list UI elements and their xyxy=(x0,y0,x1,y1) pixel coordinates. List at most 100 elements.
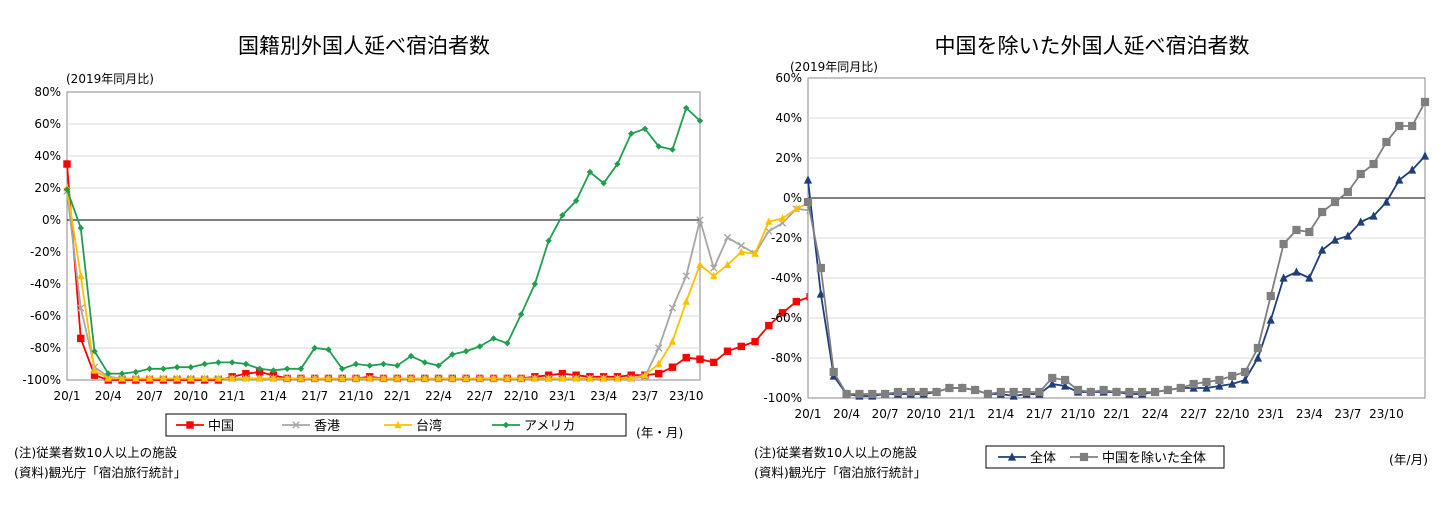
data-point xyxy=(1266,315,1275,324)
data-point xyxy=(627,374,635,382)
data-point xyxy=(669,146,676,153)
data-point xyxy=(778,214,787,222)
data-point xyxy=(352,374,360,382)
data-point xyxy=(816,289,825,298)
x-tick-label: 20/1 xyxy=(795,407,822,421)
data-point xyxy=(393,374,401,382)
data-point xyxy=(448,374,457,382)
data-point xyxy=(325,346,332,353)
data-point xyxy=(765,217,773,225)
data-point xyxy=(803,197,813,207)
x-tick-label: 20/10 xyxy=(174,389,209,403)
data-point xyxy=(696,355,704,363)
data-point xyxy=(1292,267,1301,276)
line-chart-excluding-china: 60% 40% 20% 0% -20% -40% -60% -80% -100% 20/1 20/4… xyxy=(763,71,1430,469)
legend-label: 中国を除いた全体 xyxy=(1102,450,1206,466)
data-point xyxy=(614,160,621,168)
data-point xyxy=(586,374,594,382)
data-point xyxy=(1163,385,1173,395)
y-tick-label: -60% xyxy=(30,309,61,323)
data-point xyxy=(242,360,250,368)
data-point xyxy=(945,383,954,393)
data-point xyxy=(145,374,154,382)
data-point xyxy=(906,387,915,397)
data-point xyxy=(682,272,690,280)
data-point xyxy=(352,360,360,368)
data-point xyxy=(842,389,851,399)
data-point xyxy=(1330,197,1340,207)
x-tick-label: 23/1 xyxy=(549,389,576,403)
data-point xyxy=(77,224,84,232)
data-point xyxy=(803,175,813,184)
y-tick-label: 0% xyxy=(783,191,802,205)
data-point xyxy=(366,374,374,382)
data-point xyxy=(228,359,236,366)
y-tick-label: -100% xyxy=(763,391,802,405)
data-point xyxy=(517,374,525,382)
data-point xyxy=(449,351,456,358)
data-point xyxy=(242,374,250,382)
legend-item: 台湾 xyxy=(384,418,442,434)
data-point xyxy=(228,374,236,382)
y-tick-label: 0% xyxy=(42,213,61,227)
series-中国を除いた全体 xyxy=(803,97,1430,399)
data-point xyxy=(297,365,305,372)
data-point xyxy=(1343,231,1352,240)
data-point xyxy=(668,304,677,312)
data-point xyxy=(1369,211,1378,220)
data-point xyxy=(655,359,663,368)
data-point xyxy=(1253,353,1262,362)
data-point xyxy=(600,180,607,187)
data-point xyxy=(270,367,277,374)
data-point xyxy=(1382,197,1391,206)
legend-marker xyxy=(1079,452,1089,462)
data-point xyxy=(1228,371,1237,381)
x-axis-unit-label: (年/月) xyxy=(1389,452,1428,467)
data-point xyxy=(462,374,470,382)
data-point xyxy=(641,125,649,132)
data-point xyxy=(421,359,428,366)
data-point xyxy=(394,362,401,369)
data-point xyxy=(407,352,415,360)
data-point xyxy=(200,374,209,382)
data-point xyxy=(816,263,825,273)
legend-box xyxy=(985,445,1225,469)
data-point xyxy=(503,374,512,382)
x-tick-label: 20/1 xyxy=(54,389,81,403)
data-point xyxy=(1420,97,1430,107)
data-point xyxy=(214,374,223,382)
data-point xyxy=(655,143,662,150)
data-point xyxy=(1279,273,1288,282)
data-point xyxy=(1356,169,1365,179)
legend-label: 全体 xyxy=(1030,450,1056,466)
x-tick-label: 20/10 xyxy=(906,407,941,421)
data-point xyxy=(958,383,967,393)
y-tick-label: -80% xyxy=(771,351,802,365)
data-point xyxy=(1048,379,1057,388)
data-point xyxy=(187,374,195,382)
data-point xyxy=(132,368,140,376)
chart-subtitle: (2019年同月比) xyxy=(66,72,154,86)
data-point xyxy=(599,374,608,382)
note-text: (注)従業者数10人以上の施設 xyxy=(14,445,178,460)
data-point xyxy=(1112,387,1121,397)
data-point xyxy=(132,374,140,382)
data-point xyxy=(1318,245,1327,254)
data-point xyxy=(792,204,801,212)
data-point xyxy=(1305,227,1314,237)
data-point xyxy=(215,359,222,366)
data-point xyxy=(710,358,718,367)
data-point xyxy=(255,374,264,382)
data-point xyxy=(683,104,690,112)
data-point xyxy=(338,374,346,382)
data-point xyxy=(1202,377,1211,387)
data-point xyxy=(1279,239,1288,249)
data-point xyxy=(1060,375,1070,385)
data-point xyxy=(1138,387,1147,397)
data-point xyxy=(421,374,429,382)
source-text: (資料)観光庁「宿泊旅行統計」 xyxy=(754,465,927,480)
data-point xyxy=(339,365,346,372)
y-tick-label: 60% xyxy=(775,71,802,85)
x-tick-label: 23/4 xyxy=(1296,407,1323,421)
data-point xyxy=(765,321,773,330)
